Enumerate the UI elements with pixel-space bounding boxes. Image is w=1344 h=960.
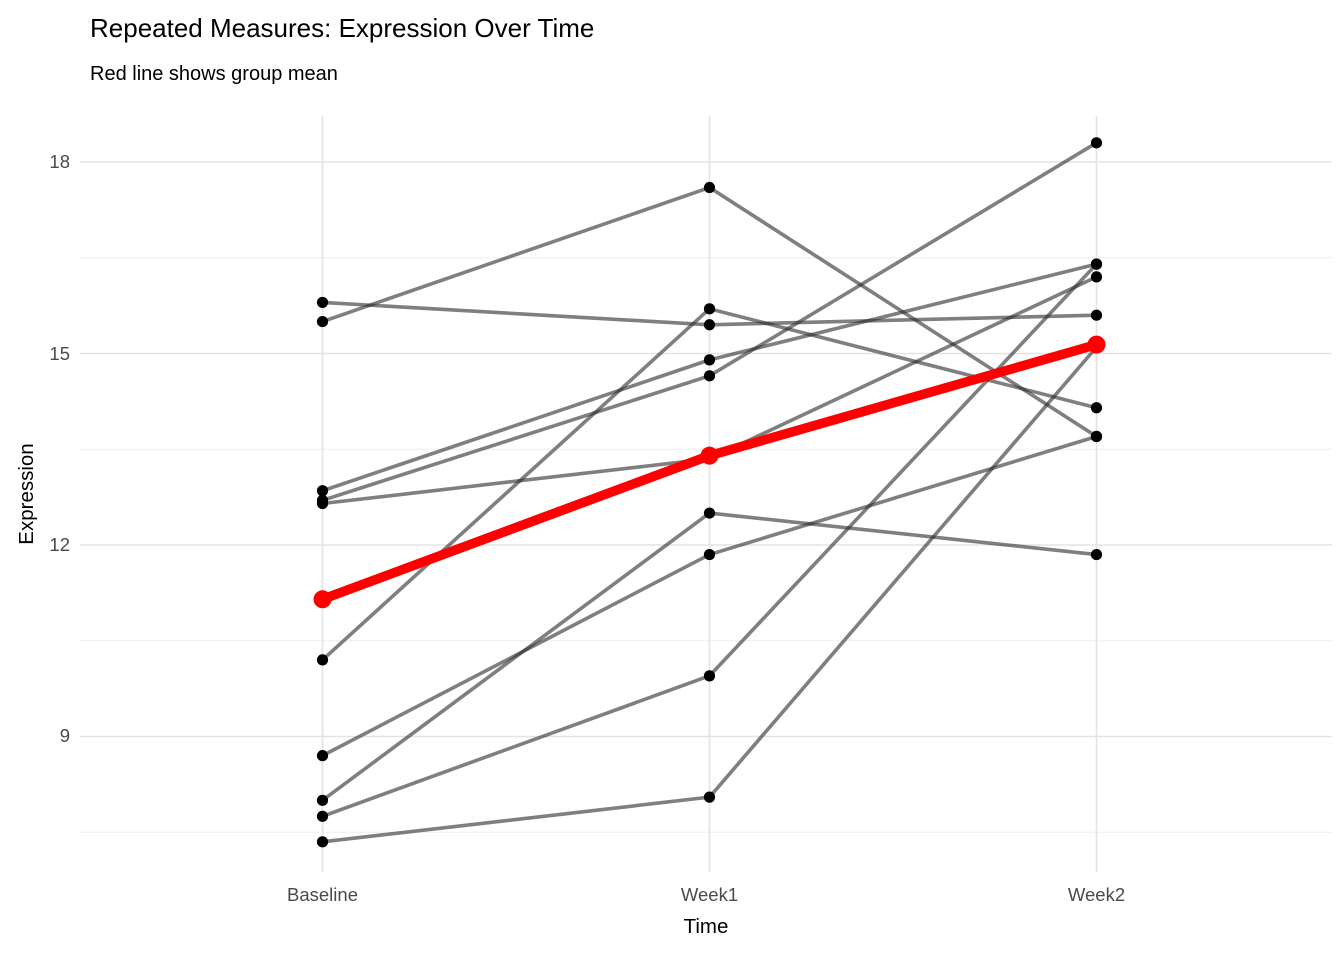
data-point [316,485,329,497]
data-point [703,370,716,382]
y-tick-label: 15 [49,342,70,364]
data-point [1090,402,1103,414]
x-axis-title: Time [683,915,729,938]
data-point [703,181,716,194]
data-point [1090,309,1103,321]
data-point [316,654,329,666]
chart-title: Repeated Measures: Expression Over Time [90,13,595,43]
data-point [1090,430,1103,443]
data-point [703,303,716,315]
data-point [316,794,329,806]
mean-point [1087,335,1106,354]
data-point [703,319,716,331]
data-point [703,791,716,803]
x-tick-label: Week2 [1067,884,1126,905]
data-point [703,670,716,682]
chart-subtitle: Red line shows group mean [90,63,338,85]
data-point [316,315,329,328]
y-tick-label: 12 [49,533,70,555]
data-point [316,296,329,309]
y-tick-label: 18 [49,151,70,172]
gridlines-major [80,116,1332,872]
mean-point [313,590,332,609]
data-point [703,354,716,366]
data-point [1090,258,1103,270]
data-point [1090,137,1103,149]
data-point [1090,271,1103,283]
x-tick-label: Baseline [287,884,358,905]
group-mean-line [313,335,1106,609]
data-point [703,548,716,561]
data-point [1090,548,1103,561]
data-point [316,497,329,510]
data-point [316,750,329,762]
y-axis-title: Expression [15,443,38,545]
data-point [316,836,329,848]
data-point [703,507,716,519]
data-point [316,810,329,822]
x-tick-label: Week1 [680,884,739,905]
mean-point [700,446,719,465]
y-tick-label: 9 [59,725,70,747]
